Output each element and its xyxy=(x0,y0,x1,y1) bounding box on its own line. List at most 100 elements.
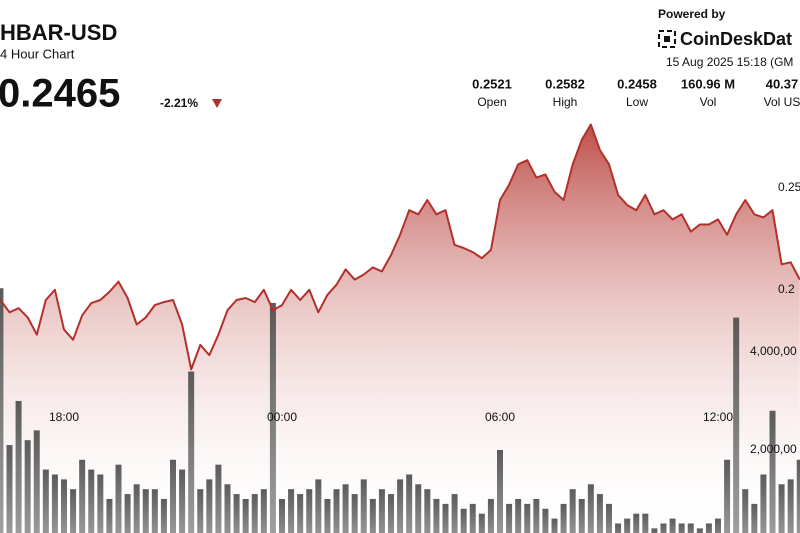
volume-bar xyxy=(497,449,503,533)
volume-bar xyxy=(388,494,394,533)
volume-bar xyxy=(433,498,440,533)
volume-bar xyxy=(633,513,640,533)
volume-bar xyxy=(487,498,494,533)
volume-bar xyxy=(778,484,785,533)
volume-bar xyxy=(115,464,122,533)
volume-bar xyxy=(560,503,567,533)
volume-bar xyxy=(442,503,449,533)
volume-bar xyxy=(478,513,485,533)
volume-bar xyxy=(106,498,113,533)
volume-bar xyxy=(142,489,149,533)
volume-bar xyxy=(578,498,585,533)
volume-bar xyxy=(360,479,367,533)
volume-bar xyxy=(460,508,467,533)
volume-bar xyxy=(179,469,186,533)
volume-bar xyxy=(451,494,458,533)
price-area xyxy=(0,124,800,533)
volume-bar xyxy=(224,484,231,533)
volume-bar xyxy=(315,479,322,533)
title: HBAR-USD xyxy=(0,20,117,45)
volume-bar xyxy=(133,484,140,533)
change: -2.21% xyxy=(160,96,198,110)
volume-bar xyxy=(506,503,513,533)
volume-bar xyxy=(306,489,313,533)
stat-value: 0.2582 xyxy=(545,76,585,91)
price: 0.2465 xyxy=(0,72,120,116)
volume-bar xyxy=(424,489,431,533)
volume-bar xyxy=(687,523,694,533)
y2-tick-label: 4,000,00 xyxy=(750,344,797,358)
header: HBAR-USD 4 Hour Chart 0.2465 -2.21% Powe… xyxy=(0,7,800,115)
volume-bar xyxy=(51,474,58,533)
volume-bar xyxy=(260,489,267,533)
volume-bar xyxy=(206,479,213,533)
volume-bar xyxy=(0,288,4,533)
y-tick-label: 0.25 xyxy=(778,180,800,194)
volume-bar xyxy=(333,489,340,533)
volume-bar xyxy=(15,400,22,533)
volume-bar xyxy=(297,494,304,533)
volume-bar xyxy=(215,464,222,533)
volume-bar xyxy=(151,489,158,533)
volume-bar xyxy=(397,479,404,533)
volume-bar xyxy=(551,518,558,533)
volume-bar xyxy=(197,489,204,533)
volume-bar xyxy=(6,445,13,533)
volume-bar xyxy=(669,518,676,533)
stat-value: 160.96 M xyxy=(681,76,735,91)
volume-bar xyxy=(624,518,631,533)
volume-bar xyxy=(351,494,358,533)
volume-bar xyxy=(796,459,800,533)
stat-value: 0.2521 xyxy=(472,76,512,91)
volume-bar xyxy=(415,484,422,533)
volume-bar xyxy=(751,503,758,533)
volume-bar xyxy=(24,440,31,533)
volume-bar xyxy=(724,459,731,533)
volume-bar xyxy=(170,459,176,533)
volume-bar xyxy=(524,503,531,533)
volume-bar xyxy=(469,503,476,533)
x-tick-label: 00:00 xyxy=(267,410,297,424)
volume-bar xyxy=(542,508,549,533)
volume-bar xyxy=(651,528,658,533)
volume-bar xyxy=(606,503,612,533)
volume-bar xyxy=(251,494,258,533)
y2-tick-label: 2,000,00 xyxy=(750,442,797,456)
y-tick-label: 0.2 xyxy=(778,282,795,296)
volume-bar xyxy=(124,494,131,533)
volume-bar xyxy=(61,479,67,533)
volume-bar xyxy=(242,498,249,533)
volume-bar xyxy=(188,371,195,533)
brand: CoinDeskDat xyxy=(680,29,792,49)
volume-bar xyxy=(97,474,104,533)
stat-label: Low xyxy=(626,95,648,109)
volume-bar xyxy=(88,469,95,533)
volume-bar xyxy=(787,479,794,533)
timestamp: 15 Aug 2025 15:18 (GM xyxy=(666,55,793,69)
x-tick-label: 18:00 xyxy=(49,410,79,424)
stat-value: 40.37 xyxy=(766,76,799,91)
stat-label: High xyxy=(553,95,578,109)
brand-logo xyxy=(658,30,676,48)
volume-bar xyxy=(342,484,349,533)
volume-bar xyxy=(269,302,276,533)
down-arrow xyxy=(212,99,222,108)
volume-bar xyxy=(79,459,86,533)
stat-label: Vol US xyxy=(764,95,800,109)
volume-bar xyxy=(660,523,667,533)
volume-bar xyxy=(406,474,413,533)
x-tick-label: 06:00 xyxy=(485,410,515,424)
volume-bar xyxy=(324,498,331,533)
powered-by: Powered by xyxy=(658,7,726,21)
price-line xyxy=(0,123,800,371)
plot: 18:00 00:00 06:00 12:00 0.25 0.2 4,000,00 2,000… xyxy=(0,123,800,533)
x-tick-label: 12:00 xyxy=(703,410,733,424)
volume-bar xyxy=(279,498,285,533)
volume-bar xyxy=(596,494,603,533)
stat-label: Vol xyxy=(700,95,717,109)
volume-bar xyxy=(715,518,721,533)
volume-bar xyxy=(533,498,540,533)
volume-bar xyxy=(742,489,749,533)
